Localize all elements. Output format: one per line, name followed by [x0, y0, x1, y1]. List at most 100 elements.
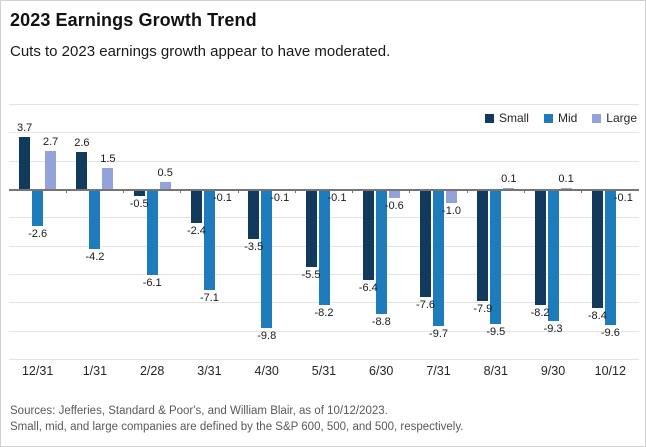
chart-subtitle: Cuts to 2023 earnings growth appear to h…	[10, 43, 391, 60]
bar-large-1-31	[102, 167, 114, 189]
bar-small-10-12	[591, 189, 603, 308]
bar-small-3-31	[190, 189, 202, 223]
footer-sources: Sources: Jefferies, Standard & Poor's, a…	[10, 405, 388, 417]
bar-large-7-31	[446, 189, 458, 204]
bar-mid-2-28	[146, 189, 158, 276]
bar-value-label: -2.4	[186, 225, 206, 237]
bar-value-label: -1.0	[442, 205, 462, 218]
legend-swatch-icon	[543, 113, 553, 123]
x-axis-label: 9/30	[540, 364, 566, 378]
x-axis-label: 6/30	[369, 364, 394, 378]
footer-definitions: Small, mid, and large companies are defi…	[10, 421, 464, 433]
bar-large-8-31	[503, 187, 515, 189]
axis-tick	[65, 189, 67, 193]
axis-tick	[123, 189, 125, 193]
bar-value-label: 0.1	[558, 172, 574, 185]
bar-mid-1-31	[89, 189, 101, 249]
bar-value-label: -8.2	[314, 307, 334, 320]
bar-mid-7-31	[433, 189, 445, 327]
gridline	[9, 104, 639, 105]
axis-tick	[523, 189, 525, 193]
bar-value-label: -3.5	[244, 240, 264, 253]
legend-swatch-icon	[484, 113, 494, 123]
x-axis-label: 4/30	[254, 364, 279, 378]
bar-value-label: -5.5	[301, 268, 321, 281]
x-axis-label: 3/31	[197, 364, 222, 378]
axis-tick	[409, 189, 411, 193]
axis-tick	[352, 189, 354, 193]
bar-value-label: -8.4	[587, 310, 607, 322]
bar-large-6-30	[388, 189, 400, 198]
axis-tick	[294, 189, 296, 193]
gridline	[9, 330, 639, 332]
bar-value-label: -6.4	[358, 281, 378, 294]
bar-value-label: 0.5	[157, 166, 173, 179]
bar-small-12-31	[19, 136, 31, 189]
plot-area: Small Mid Large 3.7 2.6 -0.5 -2.4 -3.5 -5.5 -6.4…	[9, 104, 639, 360]
bar-value-label: -9.8	[257, 329, 277, 342]
x-axis: 12/31 1/31 2/28 3/31 4/30 5/31 6/30 7/31 8/31 9/3…	[9, 364, 639, 382]
legend-item-small: Small	[484, 111, 529, 125]
bar-small-4-30	[248, 189, 260, 239]
bar-value-label: -8.8	[371, 315, 391, 328]
bar-small-7-31	[420, 189, 432, 297]
x-axis-label: 2/28	[139, 364, 165, 378]
bar-small-9-30	[534, 189, 546, 306]
bar-value-label: 2.6	[74, 137, 90, 150]
legend-swatch-icon	[592, 113, 602, 123]
bar-small-5-31	[305, 189, 317, 267]
bar-mid-9-30	[547, 189, 559, 321]
bar-mid-10-12	[604, 189, 616, 325]
bar-value-label: 1.5	[100, 152, 116, 165]
bar-small-1-31	[76, 152, 88, 189]
bar-mid-6-30	[375, 189, 387, 314]
bar-value-label: -0.1	[327, 192, 347, 205]
bar-large-12-31	[45, 150, 57, 189]
bar-large-2-28	[159, 181, 171, 189]
bar-mid-8-31	[490, 189, 502, 324]
bar-value-label: -2.6	[28, 227, 48, 240]
bar-value-label: -9.3	[543, 322, 563, 335]
bar-value-label: -0.5	[129, 198, 149, 211]
bar-mid-5-31	[318, 189, 330, 306]
axis-tick	[466, 189, 468, 193]
bar-value-label: -7.6	[416, 298, 436, 311]
axis-tick	[237, 189, 239, 193]
bar-mid-3-31	[203, 189, 215, 290]
bar-mid-4-30	[261, 189, 273, 328]
bar-value-label: -0.1	[270, 192, 290, 205]
bar-value-label: -9.7	[429, 328, 449, 341]
axis-tick	[180, 189, 182, 193]
bar-value-label: 2.7	[42, 135, 59, 148]
bar-value-label: -8.2	[530, 307, 550, 320]
bar-value-label: -0.1	[212, 192, 232, 205]
x-axis-label: 5/31	[311, 364, 337, 378]
legend-label: Large	[606, 111, 637, 125]
axis-tick	[581, 189, 583, 193]
bar-value-label: -0.6	[384, 199, 404, 212]
bar-value-label: -7.1	[199, 291, 219, 304]
bar-large-9-30	[560, 187, 572, 189]
x-axis-label: 10/12	[594, 364, 626, 378]
legend-item-large: Large	[592, 111, 637, 125]
bar-value-label: -7.9	[473, 302, 493, 315]
bar-small-6-30	[362, 189, 374, 280]
bar-value-label: -9.6	[600, 327, 620, 339]
bar-value-label: 3.7	[16, 121, 33, 134]
legend-label: Small	[498, 111, 529, 125]
x-axis-label: 8/31	[483, 364, 508, 378]
chart-title: 2023 Earnings Growth Trend	[10, 10, 257, 30]
bar-value-label: 0.1	[501, 172, 517, 185]
bar-small-8-31	[477, 189, 489, 301]
zero-axis-line	[9, 188, 639, 191]
x-axis-label: 1/31	[82, 364, 108, 378]
bar-value-label: -4.2	[85, 250, 105, 263]
bar-value-label: -0.1	[613, 192, 633, 205]
gridline	[9, 132, 639, 134]
gridline	[9, 160, 639, 162]
x-axis-label: 7/31	[426, 364, 451, 378]
legend-item-mid: Mid	[543, 111, 577, 125]
bar-mid-12-31	[32, 189, 44, 226]
footer: Sources: Jefferies, Standard & Poor's, a…	[10, 403, 636, 435]
